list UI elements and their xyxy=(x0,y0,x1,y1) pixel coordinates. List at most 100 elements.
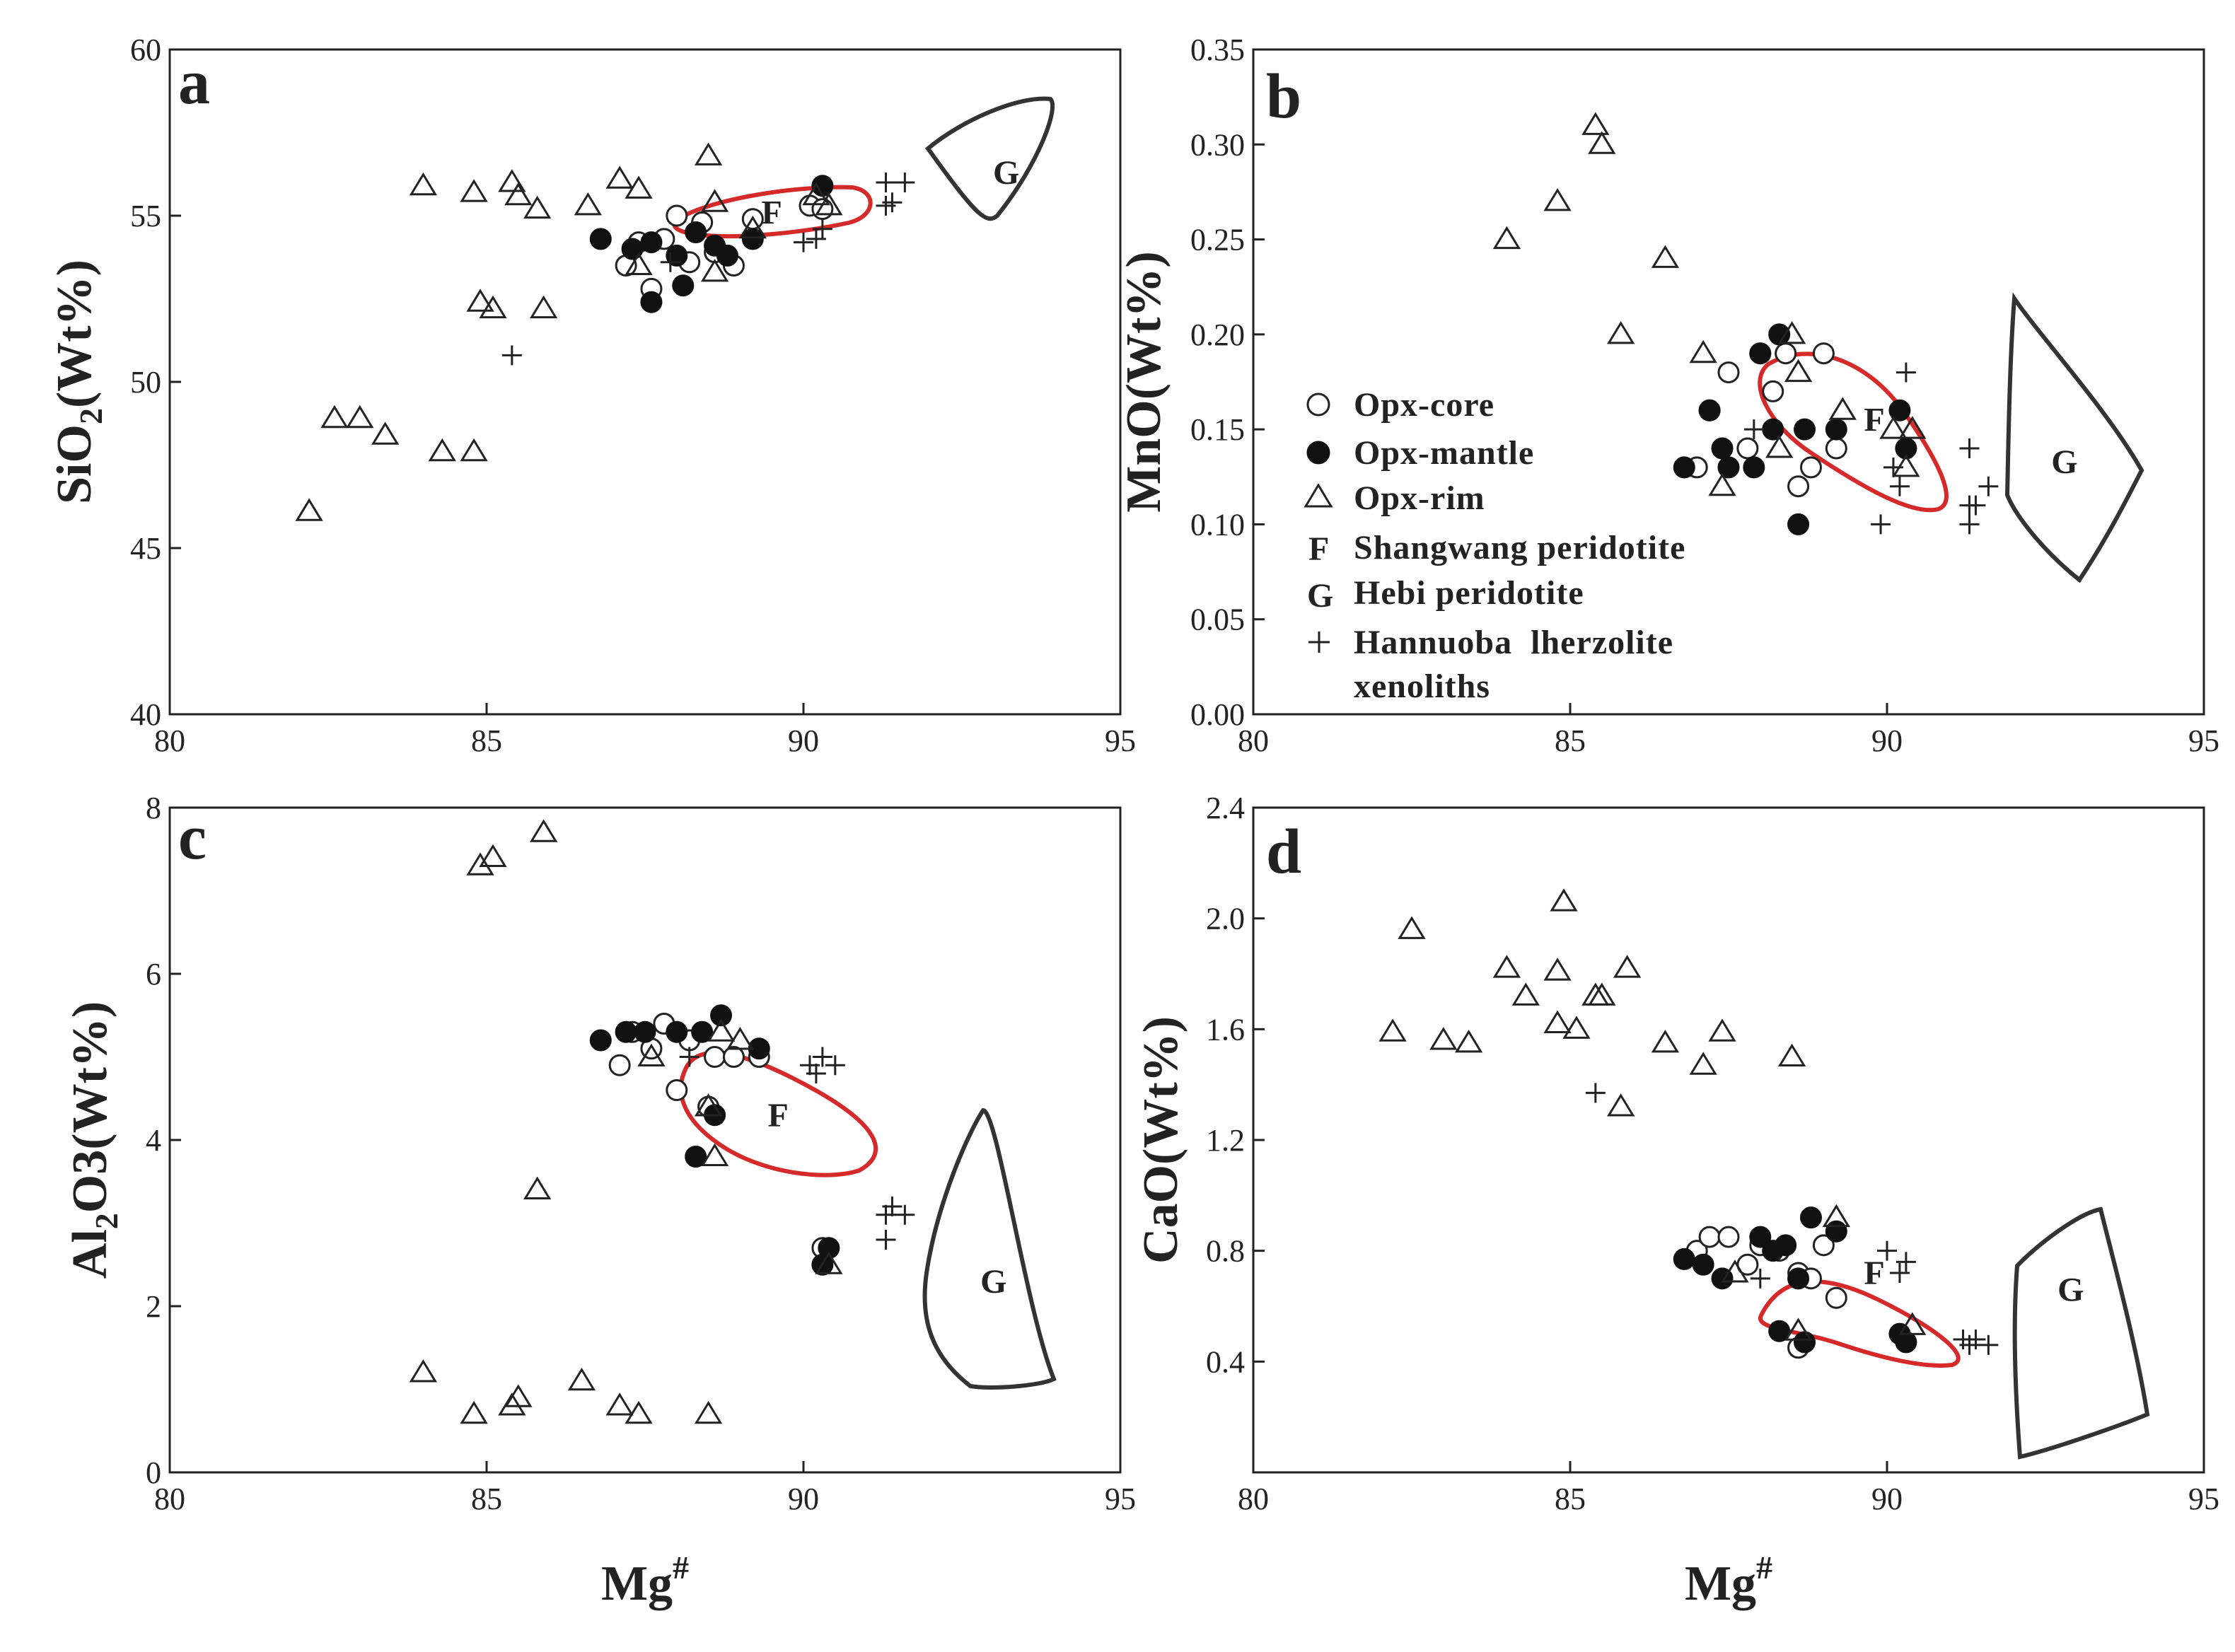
panel-d-xtick-label: 95 xyxy=(2188,1482,2219,1516)
panel-d-frame xyxy=(1252,806,2205,1474)
panel-c-point-rim xyxy=(625,1400,653,1424)
panel-d-point-rim xyxy=(1651,1030,1680,1053)
panel-d-point-rim xyxy=(1454,1030,1483,1053)
panel-b-point-rim xyxy=(1689,339,1717,363)
panel-b-ytick-label: 0.10 xyxy=(1190,507,1245,542)
panel-a-point-rim xyxy=(498,169,526,192)
panel-a-point-rim xyxy=(295,498,323,521)
panel-a-point-rim xyxy=(694,142,723,165)
panel-c-point-rim xyxy=(726,1027,755,1050)
panel-a-point-rim xyxy=(466,289,494,312)
panel-d-point-mantle xyxy=(1794,1331,1816,1354)
panel-a-point-hannuoba xyxy=(876,173,896,192)
panel-c-ylabel: Al2O3(Wt%) xyxy=(63,1001,124,1279)
panel-c-region-label-G: G xyxy=(980,1263,1006,1301)
panel-d-point-mantle xyxy=(1692,1253,1714,1276)
panel-d-point-mantle xyxy=(1768,1320,1791,1342)
panel-d-ytick-label: 2.0 xyxy=(1206,902,1245,936)
panel-a-region-label-G: G xyxy=(993,154,1019,192)
panel-c-point-rim xyxy=(529,819,558,842)
panel-c-point-rim xyxy=(637,1043,666,1066)
panel-d-point-hannuoba xyxy=(1978,1334,1999,1355)
panel-a-point-rim xyxy=(428,438,456,462)
panel-b-point-rim xyxy=(1607,320,1635,344)
panel-c-point-mantle xyxy=(691,1020,714,1043)
panel-d-ticks: 80 85 90 95 0.4 0.8 1.2 1.6 2.0 2.4 xyxy=(1206,791,2219,1516)
panel-d-ytick-label: 0.4 xyxy=(1206,1344,1245,1379)
panel-b-ytick-label: 0.25 xyxy=(1190,223,1245,257)
panel-c-ytick-label: 0 xyxy=(146,1455,161,1490)
panel-b: b 80 85 90 95 0.00 0.05 0.10 0.15 0.20 0.25 0.30 0.… xyxy=(1117,33,2219,758)
panel-c-point-hannuoba xyxy=(812,1047,832,1067)
panel-a-point-rim xyxy=(371,421,400,445)
panel-b-ytick-label: 0.30 xyxy=(1190,127,1245,162)
panel-b-point-rim xyxy=(1588,131,1616,154)
panel-c-ytick-label: 6 xyxy=(146,957,161,991)
panel-c-point-rim xyxy=(694,1093,723,1117)
panel-d-point-rim xyxy=(1378,1018,1407,1042)
panel-b-xtick-label: 95 xyxy=(2188,723,2219,758)
panel-b-region-labels: FG xyxy=(1864,402,2077,481)
panel-d-point-core xyxy=(1698,1226,1721,1248)
panel-c-point-rim xyxy=(498,1392,526,1416)
panel-b-ylabel: MnO(Wt%) xyxy=(1117,251,1171,512)
panel-a-point-rim xyxy=(529,295,558,319)
panel-a-region-G xyxy=(924,96,1055,221)
panel-a-points xyxy=(295,142,915,521)
panel-b-point-mantle xyxy=(1711,437,1734,460)
panel-d-point-rim xyxy=(1613,955,1642,978)
panel-a-point-hannuoba xyxy=(882,192,902,213)
panel-b-point-hannuoba xyxy=(1883,457,1903,477)
panel-b-point-rim xyxy=(1765,435,1794,458)
panel-d-point-core xyxy=(1812,1234,1835,1257)
panel-d-point-rim xyxy=(1398,916,1426,939)
panel-a-xtick-label: 90 xyxy=(788,723,819,758)
panel-c-point-hannuoba xyxy=(679,1047,699,1067)
panel-a-point-core xyxy=(811,198,834,221)
panel-b-point-hannuoba xyxy=(1959,514,1980,535)
panel-c-regions xyxy=(678,1050,1057,1390)
panel-a-point-hannuoba xyxy=(812,219,832,239)
panel-c-point-rim xyxy=(815,1251,843,1274)
panel-c-xtick-label: 85 xyxy=(471,1482,502,1516)
panel-a-point-hannuoba xyxy=(660,252,680,272)
panel-d-point-hannuoba xyxy=(1966,1330,1986,1349)
panel-c-region-label-F: F xyxy=(767,1097,788,1134)
panel-b-point-hannuoba xyxy=(1889,476,1910,496)
panel-a-ticks: 80 85 90 95 40 45 50 55 60 xyxy=(130,33,1136,758)
panel-d-ytick-label: 2.4 xyxy=(1206,791,1245,825)
panel-a-point-rim xyxy=(479,295,507,319)
legend-marker-core xyxy=(1306,392,1330,417)
panel-c-region-labels: FG xyxy=(767,1097,1006,1301)
panel-b-point-rim xyxy=(1581,112,1610,135)
panel-c-point-hannuoba xyxy=(876,1230,896,1250)
panel-d-point-rim xyxy=(1607,1093,1635,1117)
panel-c-region-G xyxy=(922,1107,1057,1390)
panel-d-point-rim xyxy=(1777,1043,1806,1066)
legend-marker-rim xyxy=(1304,483,1333,508)
panel-d-point-hannuoba xyxy=(1750,1268,1770,1289)
panel-b-region-label-G: G xyxy=(2051,443,2077,481)
panel-b-point-core xyxy=(1775,342,1797,365)
panel-b-point-mantle xyxy=(1888,399,1911,421)
panel-a-point-hannuoba xyxy=(806,228,826,249)
panel-b-point-mantle xyxy=(1743,456,1765,479)
panel-c-xtick-label: 90 xyxy=(788,1482,819,1516)
panel-b-xtick-label: 90 xyxy=(1871,723,1903,758)
panel-c-frame xyxy=(168,806,1122,1474)
legend-label-hebi: Hebi peridotite xyxy=(1354,574,1584,612)
panel-a-point-rim xyxy=(409,172,438,196)
panel-d-ylabel: CaO(Wt%) xyxy=(1134,1016,1188,1264)
panel-d-point-mantle xyxy=(1799,1206,1822,1229)
panel-c-point-rim xyxy=(409,1359,438,1383)
panel-a-ytick-label: 55 xyxy=(130,199,161,233)
panel-a-point-hannuoba xyxy=(794,232,813,252)
panel-d-point-rim xyxy=(1511,982,1540,1006)
panel-b-point-core xyxy=(1717,361,1740,384)
panel-d-ytick-label: 1.6 xyxy=(1206,1012,1245,1047)
panel-a-xtick-label: 85 xyxy=(471,723,502,758)
panel-a-point-rim xyxy=(738,215,767,239)
panel-d-point-core xyxy=(1825,1286,1847,1309)
panel-d-point-rim xyxy=(1689,1052,1717,1075)
